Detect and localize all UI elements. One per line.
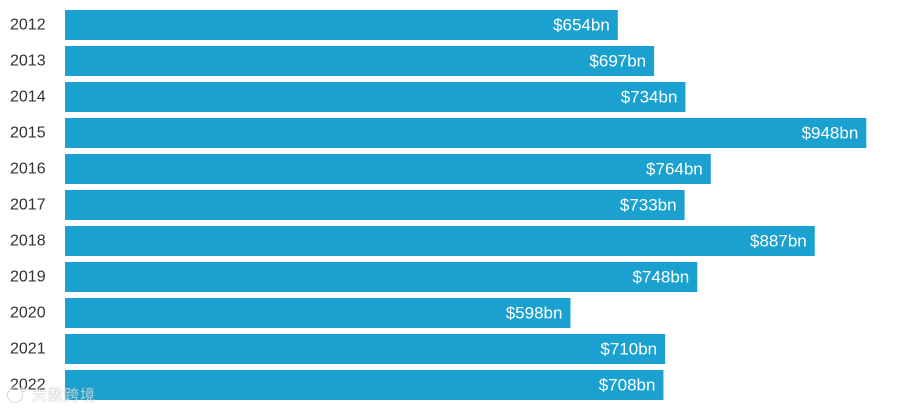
bar-2021 (65, 334, 666, 364)
category-label-2022: 2022 (10, 377, 46, 394)
bar-2012 (65, 10, 618, 40)
bar-2020 (65, 298, 571, 328)
value-label-2014: $734bn (621, 88, 678, 107)
bar-2013 (65, 46, 655, 76)
category-label-2017: 2017 (10, 197, 46, 214)
value-label-2022: $708bn (599, 376, 656, 395)
value-label-2012: $654bn (553, 16, 610, 35)
category-label-2014: 2014 (10, 89, 46, 106)
category-label-2013: 2013 (10, 53, 46, 70)
bar-2022 (65, 370, 664, 400)
category-label-2019: 2019 (10, 269, 46, 286)
value-label-2018: $887bn (750, 232, 807, 251)
bar-2016 (65, 154, 711, 184)
value-label-2016: $764bn (646, 160, 703, 179)
bar-2015 (65, 118, 867, 148)
value-label-2019: $748bn (633, 268, 690, 287)
value-label-2013: $697bn (589, 52, 646, 71)
category-label-2020: 2020 (10, 305, 46, 322)
bar-2018 (65, 226, 815, 256)
value-label-2021: $710bn (600, 340, 657, 359)
value-label-2015: $948bn (802, 124, 859, 143)
category-label-2018: 2018 (10, 233, 46, 250)
bar-2017 (65, 190, 685, 220)
bar-2019 (65, 262, 698, 292)
category-label-2016: 2016 (10, 161, 46, 178)
value-label-2017: $733bn (620, 196, 677, 215)
category-label-2015: 2015 (10, 125, 46, 142)
category-label-2021: 2021 (10, 341, 46, 358)
bar-2014 (65, 82, 686, 112)
category-label-2012: 2012 (10, 17, 46, 34)
value-label-2020: $598bn (506, 304, 563, 323)
